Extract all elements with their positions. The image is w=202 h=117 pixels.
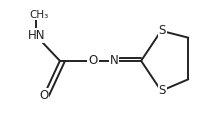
Text: O: O — [88, 54, 98, 67]
Text: S: S — [159, 24, 166, 37]
Text: O: O — [39, 89, 48, 102]
Text: HN: HN — [28, 29, 46, 42]
Text: CH₃: CH₃ — [30, 10, 49, 20]
Text: S: S — [159, 84, 166, 97]
Text: N: N — [110, 54, 118, 67]
